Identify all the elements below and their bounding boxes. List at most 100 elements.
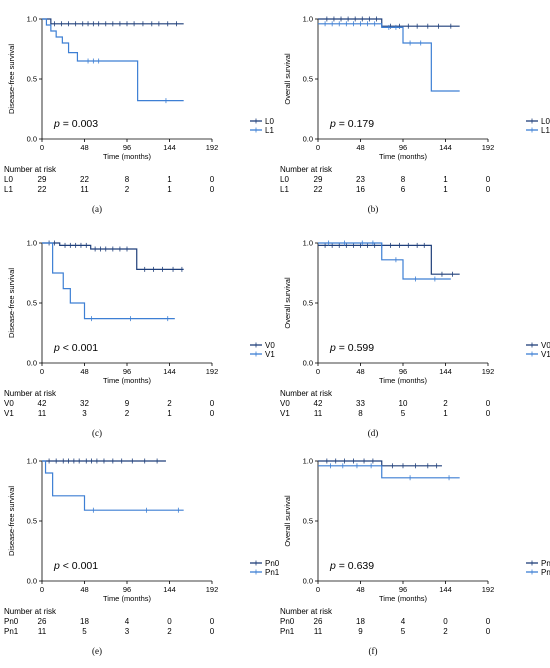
risk-count: 0 [486, 409, 491, 418]
p-symbol: p [329, 118, 336, 130]
risk-table-title: Number at risk [280, 165, 333, 174]
p-value-text: = 0.003 [60, 118, 98, 130]
risk-count: 26 [38, 617, 47, 626]
p-value-label: p = 0.599 [329, 342, 374, 354]
risk-table-title: Number at risk [280, 389, 333, 398]
y-axis-title: Overall survival [283, 53, 292, 105]
risk-count: 1 [443, 175, 448, 184]
x-tick-label: 48 [356, 585, 364, 594]
panel-label: (b) [368, 204, 379, 214]
risk-count: 5 [401, 409, 406, 418]
risk-count: 0 [210, 399, 215, 408]
x-tick-label: 192 [206, 367, 219, 376]
x-tick-label: 192 [206, 143, 219, 152]
x-tick-label: 144 [163, 367, 176, 376]
x-axis-title: Time (months) [103, 376, 152, 385]
p-value-label: p < 0.001 [53, 560, 98, 572]
survival-curve-pn1 [318, 465, 460, 479]
legend-label-v1: V1 [265, 350, 275, 359]
x-tick-label: 96 [123, 585, 131, 594]
y-tick-label: 1.0 [303, 457, 313, 466]
y-axis-title: Overall survival [283, 495, 292, 547]
risk-count: 1 [443, 409, 448, 418]
km-panel-e: 0.0 0.5 1.0 0 48 96 144 192 Time (months) Disease… [4, 457, 280, 657]
x-tick-label: 192 [482, 143, 495, 152]
risk-count: 0 [210, 185, 215, 194]
risk-count: 33 [356, 399, 365, 408]
x-tick-label: 144 [439, 585, 452, 594]
p-value-text: = 0.179 [336, 118, 374, 130]
panel-label: (f) [369, 646, 378, 656]
x-tick-label: 96 [123, 367, 131, 376]
risk-row-label: L1 [4, 185, 13, 194]
panel-label: (a) [92, 204, 102, 214]
legend-label-l0: L0 [541, 117, 550, 126]
risk-count: 0 [210, 627, 215, 636]
risk-count: 1 [167, 175, 172, 184]
risk-row-label: Pn0 [280, 617, 295, 626]
p-value-label: p = 0.003 [53, 118, 98, 130]
km-panel-b: 0.0 0.5 1.0 0 48 96 144 192 Time (months) Overall… [280, 15, 550, 215]
risk-count: 6 [401, 185, 406, 194]
x-tick-label: 48 [80, 367, 88, 376]
y-tick-label: 1.0 [27, 457, 37, 466]
x-tick-label: 0 [40, 585, 44, 594]
p-symbol: p [53, 342, 60, 354]
x-tick-label: 144 [439, 367, 452, 376]
risk-count: 9 [125, 399, 130, 408]
y-tick-label: 0.5 [303, 517, 313, 526]
risk-count: 22 [314, 185, 323, 194]
x-tick-label: 144 [163, 143, 176, 152]
risk-count: 4 [401, 617, 406, 626]
risk-count: 0 [443, 617, 448, 626]
risk-row-label: Pn0 [4, 617, 19, 626]
x-tick-label: 96 [123, 143, 131, 152]
risk-count: 3 [82, 409, 87, 418]
risk-count: 11 [80, 185, 89, 194]
p-value-text: < 0.001 [60, 342, 98, 354]
risk-row-label: V1 [4, 409, 14, 418]
panel-label: (c) [92, 428, 102, 438]
risk-count: 0 [486, 185, 491, 194]
risk-count: 22 [80, 175, 89, 184]
legend-label-pn0: Pn0 [265, 559, 280, 568]
risk-table-title: Number at risk [4, 389, 57, 398]
y-tick-label: 0.5 [303, 299, 313, 308]
x-tick-label: 96 [399, 367, 407, 376]
p-value-label: p = 0.179 [329, 118, 374, 130]
risk-count: 42 [314, 399, 323, 408]
y-tick-label: 0.0 [27, 577, 37, 586]
risk-count: 1 [167, 409, 172, 418]
x-tick-label: 48 [356, 367, 364, 376]
x-axis-title: Time (months) [103, 152, 152, 161]
km-panel-a: 0.0 0.5 1.0 0 48 96 144 192 Time (months) Disease… [4, 15, 274, 215]
x-tick-label: 96 [399, 585, 407, 594]
y-axis-title: Disease-free survival [7, 268, 16, 338]
legend-label-v0: V0 [265, 341, 275, 350]
y-tick-label: 0.5 [27, 299, 37, 308]
y-tick-label: 0.0 [303, 359, 313, 368]
risk-count: 8 [358, 409, 363, 418]
legend-label-pn1: Pn1 [541, 568, 550, 577]
p-symbol: p [53, 560, 60, 572]
x-axis-title: Time (months) [379, 376, 428, 385]
risk-count: 11 [314, 627, 323, 636]
risk-count: 0 [210, 409, 215, 418]
risk-count: 0 [486, 175, 491, 184]
panel-label: (e) [92, 646, 102, 656]
x-tick-label: 192 [482, 367, 495, 376]
risk-count: 0 [486, 627, 491, 636]
risk-row-label: V0 [4, 399, 14, 408]
x-tick-label: 0 [316, 367, 320, 376]
risk-row-label: Pn1 [280, 627, 295, 636]
risk-count: 42 [38, 399, 47, 408]
risk-row-label: V0 [280, 399, 290, 408]
risk-count: 23 [356, 175, 365, 184]
y-tick-label: 0.0 [303, 135, 313, 144]
risk-count: 8 [401, 175, 406, 184]
survival-curve-v1 [42, 242, 175, 320]
y-tick-label: 1.0 [303, 239, 313, 248]
x-tick-label: 96 [399, 143, 407, 152]
x-tick-label: 48 [80, 143, 88, 152]
